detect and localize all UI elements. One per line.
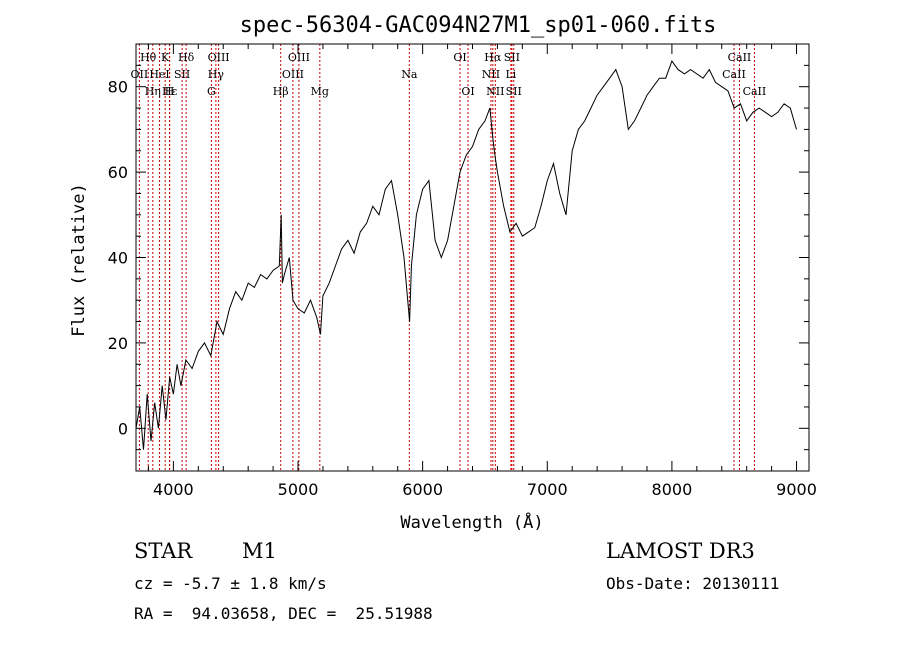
x-tick-label: 6000 <box>402 480 443 499</box>
emission-line-labels: Hθ OII Hη K HeI Hε Hδ SII H OIII Hγ G OIII OIII Hβ Mg Na… <box>131 51 767 98</box>
emission-label: Hδ <box>178 51 195 64</box>
emission-label: SII <box>174 68 190 81</box>
y-tick-label: 0 <box>118 419 128 438</box>
emission-label: OIII <box>208 51 230 64</box>
emission-label: NII <box>482 68 500 81</box>
emission-label: OIII <box>288 51 310 64</box>
x-axis-ticks: 4000 5000 6000 7000 8000 9000 <box>147 44 817 499</box>
plot-frame <box>135 43 810 472</box>
x-tick-label: 5000 <box>278 480 319 499</box>
emission-label: Mg <box>311 85 329 98</box>
emission-label: OIII <box>282 68 304 81</box>
emission-label: OI <box>453 51 466 64</box>
survey-name: LAMOST DR3 <box>606 539 755 563</box>
ra-dec: RA = 94.03658, DEC = 25.51988 <box>134 604 433 623</box>
x-tick-label: 9000 <box>776 480 817 499</box>
emission-label: Hη <box>145 85 161 98</box>
y-tick-label: 40 <box>108 249 128 268</box>
y-tick-label: 20 <box>108 334 128 353</box>
obs-date: Obs-Date: 20130111 <box>606 574 780 593</box>
emission-label: NII <box>486 85 504 98</box>
x-tick-label: 4000 <box>153 480 194 499</box>
emission-line-markers <box>138 44 755 471</box>
emission-label: OII <box>131 68 149 81</box>
y-tick-label: 80 <box>108 78 128 97</box>
emission-label: H <box>165 85 175 98</box>
x-axis-label: Wavelength (Å) <box>400 511 543 533</box>
emission-label: CaII <box>728 51 752 64</box>
x-tick-label: 7000 <box>527 480 568 499</box>
emission-label: CaII <box>722 68 746 81</box>
emission-label: Li <box>505 68 516 81</box>
cz-value: cz = -5.7 ± 1.8 km/s <box>134 574 327 593</box>
emission-label: SII <box>504 51 520 64</box>
emission-label: Hα <box>484 51 502 64</box>
chart-title: spec-56304-GAC094N27M1_sp01-060.fits <box>240 13 717 38</box>
emission-label: Na <box>401 68 418 81</box>
emission-label: Hγ <box>208 68 225 81</box>
emission-label: G <box>207 85 216 98</box>
spectrum-line <box>135 60 797 450</box>
y-axis-ticks: 0 20 40 60 80 <box>108 43 809 472</box>
object-class: STAR <box>134 539 193 563</box>
emission-label: Hε <box>162 85 178 98</box>
emission-label: Hθ <box>140 51 157 64</box>
emission-label: Hβ <box>273 85 289 98</box>
object-subclass: M1 <box>242 539 277 563</box>
emission-label: K <box>161 51 170 64</box>
emission-label: HeI <box>149 68 169 81</box>
y-tick-label: 60 <box>108 163 128 182</box>
y-axis-label: Flux (relative) <box>69 183 89 337</box>
emission-label: SII <box>506 85 522 98</box>
emission-label: OI <box>461 85 474 98</box>
x-tick-label: 8000 <box>652 480 693 499</box>
emission-label: CaII <box>743 85 767 98</box>
